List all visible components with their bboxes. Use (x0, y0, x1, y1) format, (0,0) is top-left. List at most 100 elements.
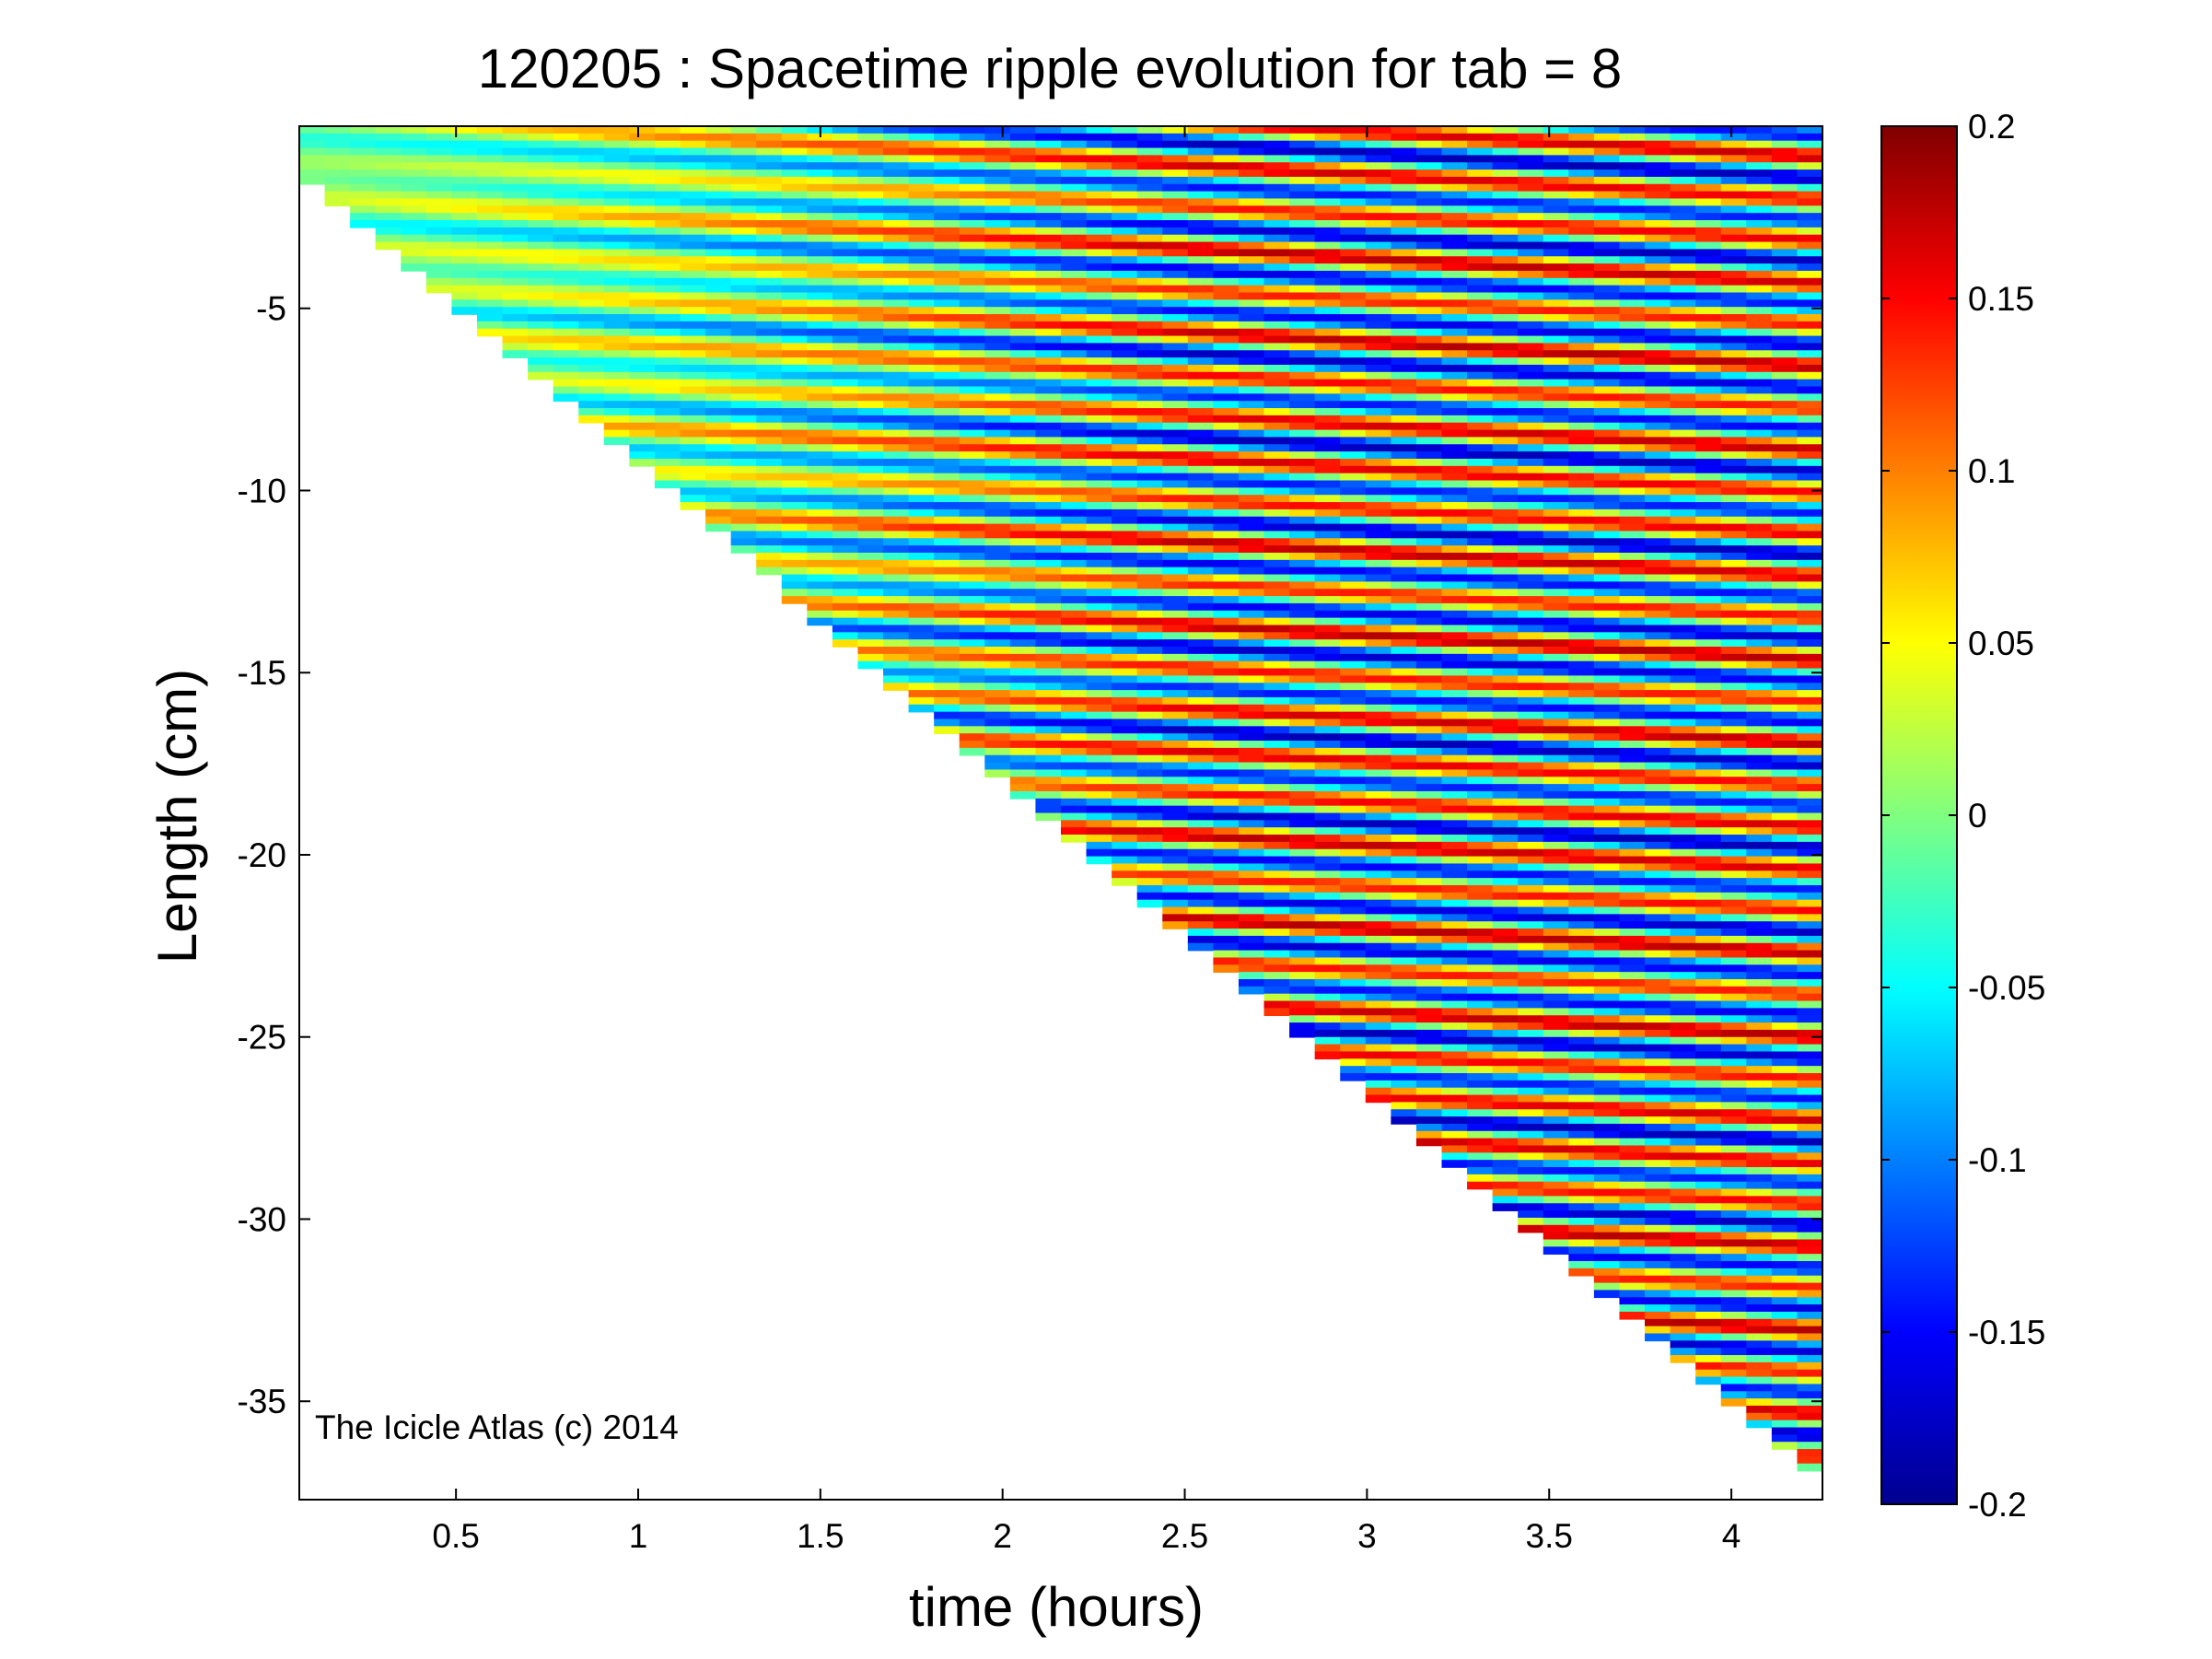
heatmap-cell (1670, 1123, 1696, 1132)
heatmap-cell (1289, 545, 1316, 554)
heatmap-cell (1187, 552, 1215, 561)
heatmap-cell (1314, 610, 1342, 619)
heatmap-cell (1162, 581, 1189, 590)
heatmap-cell (1136, 437, 1164, 446)
heatmap-cell (984, 371, 1011, 380)
heatmap-cell (1263, 422, 1290, 431)
heatmap-cell (857, 133, 884, 142)
heatmap-cell (1112, 162, 1138, 170)
heatmap-cell (1543, 126, 1570, 134)
heatmap-cell (1365, 841, 1392, 850)
heatmap-cell (1314, 683, 1342, 691)
heatmap-cell (908, 523, 935, 532)
heatmap-cell (1263, 653, 1290, 662)
heatmap-cell (1543, 935, 1570, 944)
heatmap-cell (1619, 726, 1646, 734)
heatmap-cell (1314, 1036, 1342, 1046)
heatmap-cell (1619, 878, 1646, 886)
heatmap-cell (908, 350, 935, 358)
heatmap-cell (1568, 220, 1595, 228)
heatmap-cell (832, 516, 859, 525)
heatmap-cell (1009, 133, 1037, 142)
heatmap-cell (1593, 1239, 1621, 1248)
heatmap-cell (730, 234, 757, 243)
heatmap-cell (1518, 892, 1544, 901)
heatmap-cell (680, 147, 706, 157)
heatmap-cell (680, 249, 706, 258)
heatmap-cell (1187, 784, 1215, 792)
heatmap-cell (578, 307, 605, 315)
heatmap-cell (1391, 133, 1417, 142)
heatmap-cell (1136, 733, 1164, 742)
heatmap-cell (1391, 241, 1417, 251)
heatmap-cell (1518, 639, 1544, 648)
heatmap-cell (1340, 386, 1367, 395)
heatmap-cell (1518, 155, 1544, 164)
heatmap-cell (883, 126, 910, 134)
heatmap-cell (883, 213, 910, 221)
heatmap-cell (1670, 1348, 1696, 1356)
heatmap-cell (1593, 1044, 1621, 1053)
heatmap-cell (756, 234, 783, 243)
heatmap-cell (1061, 508, 1088, 518)
heatmap-cell (401, 147, 427, 157)
heatmap-cell (1670, 415, 1696, 424)
heatmap-cell (1391, 972, 1417, 980)
heatmap-cell (908, 183, 935, 193)
heatmap-cell (1593, 986, 1621, 995)
heatmap-cell (1645, 790, 1671, 800)
heatmap-cell (959, 617, 986, 626)
heatmap-cell (553, 155, 580, 164)
heatmap-cell (1467, 559, 1494, 568)
heatmap-cell (654, 422, 681, 431)
heatmap-cell (934, 538, 960, 546)
heatmap-cell (1441, 581, 1468, 590)
heatmap-cell (1593, 1261, 1621, 1269)
heatmap-cell (1467, 972, 1494, 980)
heatmap-cell (883, 668, 910, 677)
heatmap-cell (1467, 220, 1494, 228)
heatmap-cell (1568, 1217, 1595, 1226)
heatmap-cell (1492, 162, 1519, 170)
heatmap-cell (1187, 921, 1215, 929)
heatmap-cell (807, 364, 833, 373)
heatmap-cell (908, 364, 935, 373)
heatmap-cell (1238, 914, 1265, 923)
heatmap-cell (1289, 285, 1316, 294)
heatmap-cell (1213, 437, 1240, 446)
heatmap-cell (1670, 1036, 1696, 1046)
heatmap-cell (1238, 812, 1265, 822)
heatmap-cell (1619, 1210, 1646, 1219)
heatmap-cell (1645, 884, 1671, 894)
heatmap-cell (1670, 1196, 1696, 1205)
heatmap-cell (1645, 545, 1671, 554)
heatmap-cell (476, 162, 504, 170)
heatmap-cell (1289, 487, 1316, 497)
heatmap-cell (1492, 1109, 1519, 1117)
heatmap-cell (1593, 1290, 1621, 1299)
heatmap-cell (1162, 747, 1189, 756)
heatmap-cell (1645, 1304, 1671, 1313)
heatmap-cell (1213, 777, 1240, 785)
heatmap-cell (1619, 935, 1646, 944)
heatmap-cell (1593, 408, 1621, 416)
heatmap-cell (1035, 263, 1062, 272)
heatmap-cell (1314, 784, 1342, 792)
heatmap-cell (1289, 596, 1316, 604)
heatmap-cell (1492, 1174, 1519, 1183)
heatmap-cell (1061, 805, 1088, 814)
heatmap-cell (1568, 1210, 1595, 1219)
heatmap-cell (1238, 429, 1265, 438)
heatmap-cell (1112, 798, 1138, 807)
heatmap-cell (1441, 1145, 1468, 1154)
heatmap-cell (934, 220, 960, 228)
heatmap-cell (1263, 140, 1290, 149)
heatmap-cell (1187, 820, 1215, 828)
heatmap-cell (1568, 741, 1595, 749)
heatmap-cell (1061, 299, 1088, 308)
heatmap-cell (1670, 660, 1696, 670)
heatmap-cell (1568, 1152, 1595, 1161)
heatmap-cell (1162, 812, 1189, 822)
heatmap-cell (1415, 589, 1443, 597)
heatmap-cell (1518, 929, 1544, 937)
